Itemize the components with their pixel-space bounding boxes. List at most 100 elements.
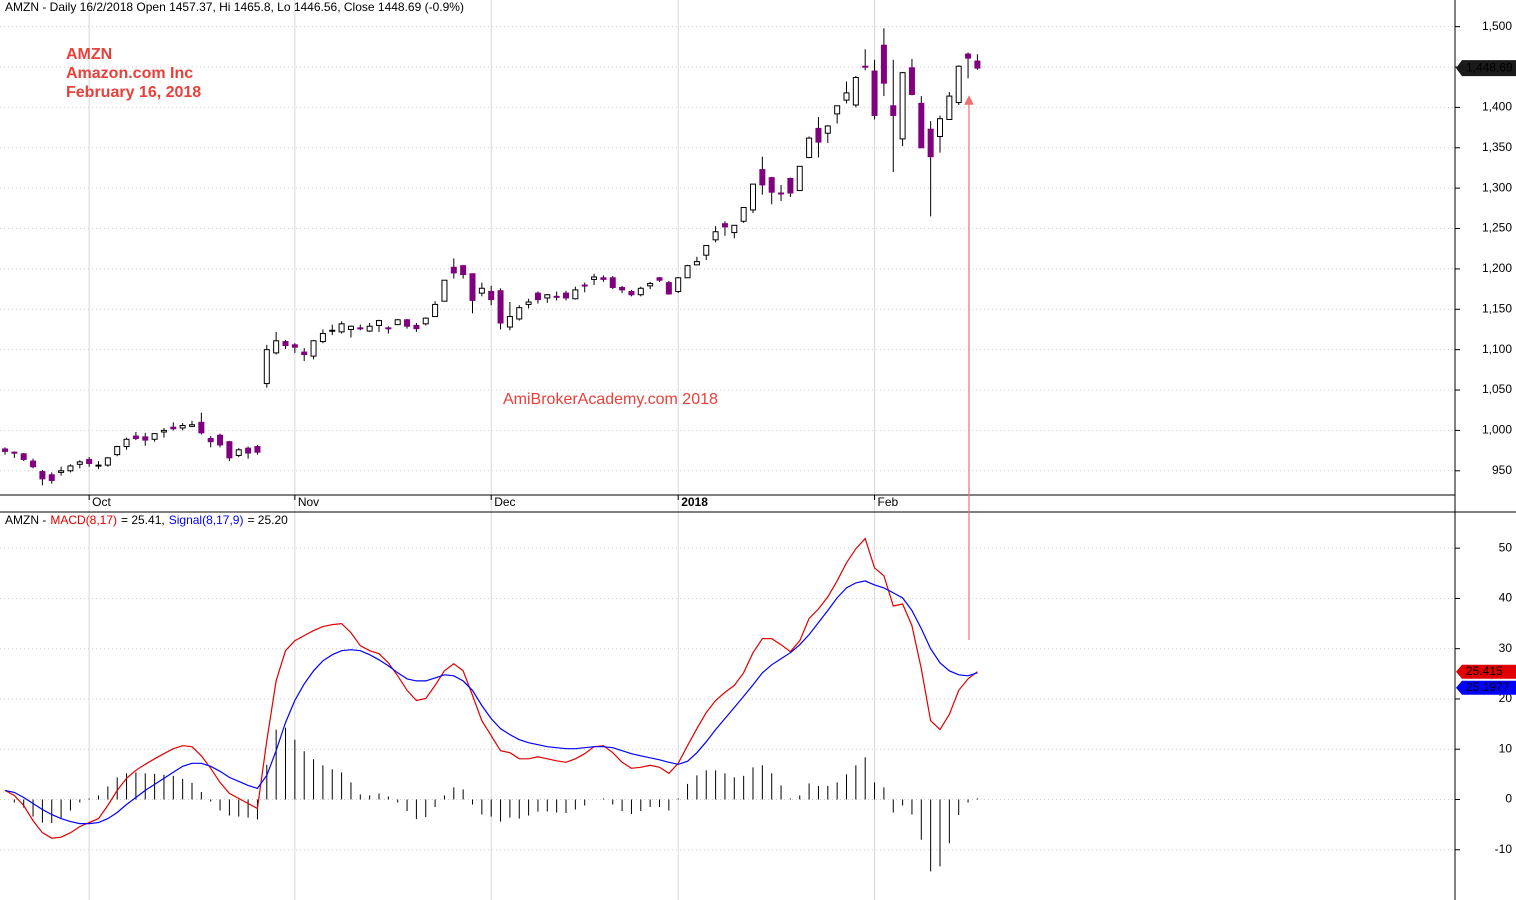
candle-body — [151, 433, 158, 440]
candle-body — [665, 282, 672, 295]
candle-body — [469, 273, 476, 301]
candle-body — [179, 425, 186, 429]
y-tick-label: 1,000 — [1482, 423, 1512, 437]
candle-body — [544, 294, 551, 299]
grid-layer — [0, 0, 1455, 900]
candle-body — [217, 434, 224, 446]
candle-body — [76, 461, 83, 465]
y-tick-label: 1,250 — [1482, 221, 1512, 235]
candle-body — [516, 307, 523, 320]
candle-body — [404, 319, 411, 327]
candle-body — [703, 244, 710, 256]
candle-body — [422, 317, 429, 325]
y-tick-label: 1,400 — [1482, 100, 1512, 114]
candle-body — [693, 261, 700, 266]
candle-body — [488, 291, 495, 301]
candle-body — [413, 324, 420, 330]
x-tick-label: Feb — [878, 495, 899, 509]
candle-body — [628, 291, 635, 296]
candle-body — [768, 177, 775, 193]
y-tick-label: 1,350 — [1482, 140, 1512, 154]
y-tick-label: 1,100 — [1482, 342, 1512, 356]
candle-body — [600, 277, 607, 280]
candle-body — [132, 435, 139, 439]
candle-body — [927, 128, 934, 158]
y-tick-label: -10 — [1495, 842, 1513, 856]
candle-body — [880, 44, 887, 84]
y-tick-label: 1,500 — [1482, 19, 1512, 33]
candle-body — [2, 448, 8, 452]
candle-body — [675, 277, 682, 293]
candle-body — [338, 323, 345, 333]
watermark: AmiBrokerAcademy.com 2018 — [503, 391, 718, 408]
candle-body — [581, 284, 588, 287]
value-tag-label: 25.1977 — [1466, 680, 1510, 694]
candle-body — [563, 292, 569, 299]
y-tick-label: 50 — [1499, 540, 1513, 554]
candle-body — [30, 460, 37, 468]
candle-body — [254, 446, 261, 453]
candle-body — [731, 224, 738, 234]
candle-body — [123, 438, 130, 448]
candle-body — [899, 72, 906, 140]
candle-body — [918, 102, 925, 149]
y-tick-label: 40 — [1499, 591, 1513, 605]
x-tick-label: 2018 — [681, 495, 708, 509]
candle-body — [376, 320, 382, 326]
y-tick-label: 10 — [1499, 741, 1513, 755]
candle-body — [114, 446, 121, 456]
candle-body — [432, 303, 439, 318]
legend-name: MACD(8,17) — [50, 513, 117, 527]
candle-body — [207, 437, 214, 443]
candle-body — [890, 105, 897, 116]
macd-line — [4, 537, 978, 839]
legend-name: Signal(8,17,9) — [169, 513, 244, 527]
candle-body — [394, 319, 401, 326]
candle-body — [104, 457, 111, 466]
candle-body — [534, 292, 541, 301]
candle-body — [366, 325, 373, 332]
candle-body — [142, 436, 149, 441]
candle-body — [656, 277, 663, 281]
candle-body — [39, 471, 46, 480]
candle-body — [441, 279, 448, 302]
value-tag — [1456, 680, 1516, 695]
x-tick-label: Nov — [298, 495, 319, 509]
candle-body — [946, 95, 953, 121]
candle-body — [806, 137, 813, 158]
candle-body — [357, 327, 364, 330]
candle-body — [282, 341, 289, 347]
candle-body — [319, 332, 326, 343]
candle-body — [834, 105, 841, 115]
candle-body — [450, 266, 457, 274]
candle-body — [170, 426, 177, 430]
header: AMZN - Daily 16/2/2018 Open 1457.37, Hi … — [5, 0, 464, 14]
candle-body — [301, 351, 308, 355]
candle-body — [263, 349, 270, 385]
x-tick-label: Oct — [92, 495, 111, 509]
candle-body — [86, 458, 93, 465]
candle-body — [862, 65, 869, 68]
candle-body — [11, 451, 18, 454]
candle-body — [329, 329, 336, 332]
candle-body — [48, 474, 55, 481]
y-tick-label: 1,300 — [1482, 180, 1512, 194]
candle-body — [525, 301, 532, 305]
candle-body — [647, 282, 654, 287]
candle-body — [852, 77, 859, 106]
candle-body — [955, 65, 962, 104]
price-tag — [1456, 60, 1516, 77]
candle-body — [609, 277, 616, 288]
candle-body — [58, 470, 65, 473]
legend-title: AMZN - — [5, 513, 46, 527]
candle-body — [245, 447, 252, 454]
candle-body — [787, 177, 794, 194]
candle-body — [974, 60, 981, 69]
candle-body — [815, 127, 822, 143]
candle-body — [750, 183, 756, 211]
candle-body — [497, 290, 504, 324]
candle-body — [226, 441, 233, 459]
y-tick-label: 950 — [1492, 463, 1512, 477]
candle-body — [198, 421, 205, 434]
y-tick-label: 0 — [1505, 792, 1512, 806]
